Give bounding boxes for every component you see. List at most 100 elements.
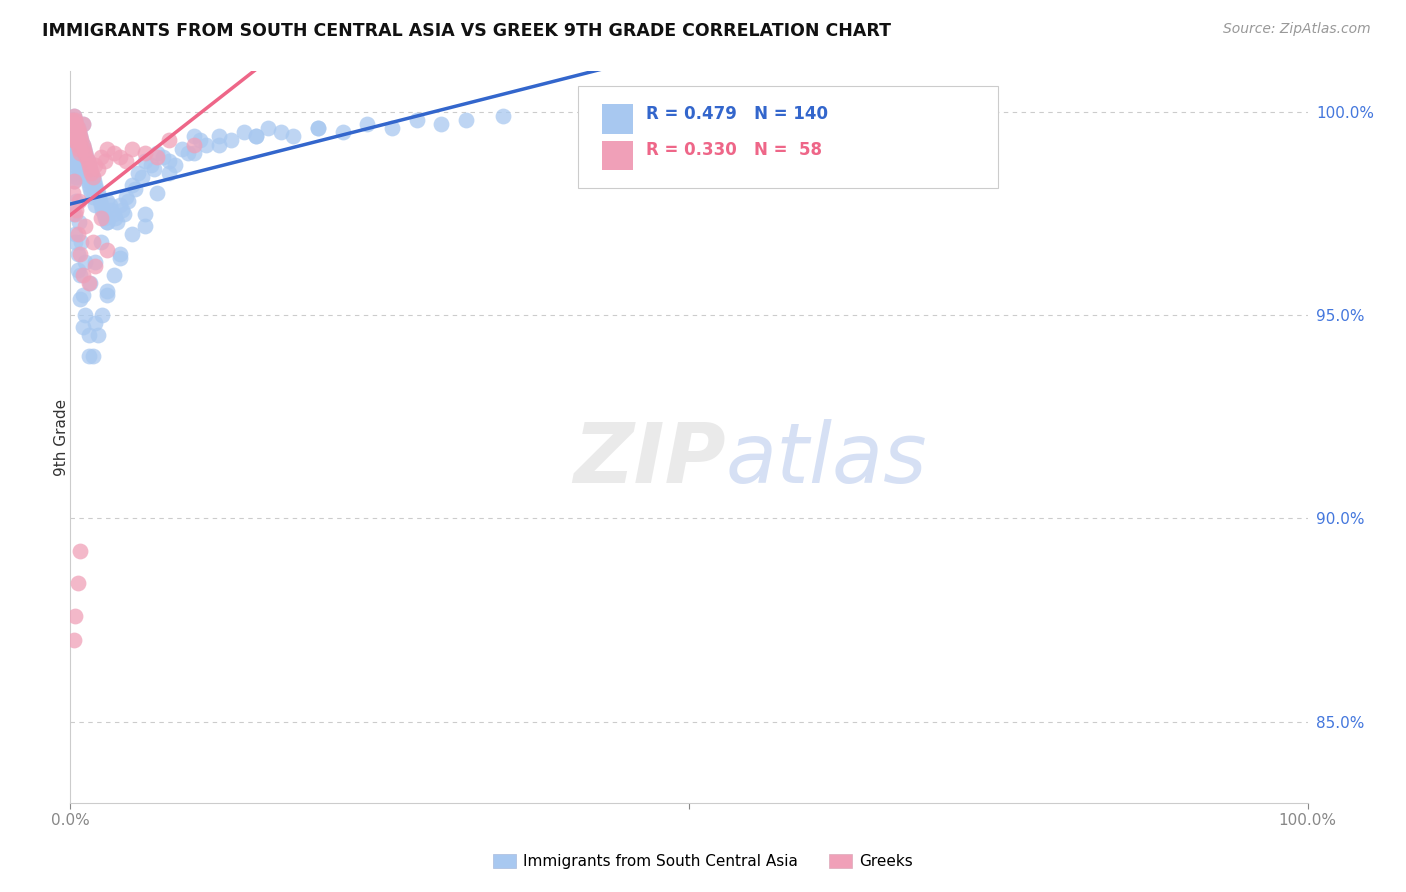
Point [79, 182, 101, 196]
Point [245, 129, 267, 144]
Point [72, 137, 94, 152]
Point [86, 161, 108, 176]
Point [75, 166, 97, 180]
Point [82, 190, 104, 204]
Point [80, 166, 103, 180]
Point [69, 247, 91, 261]
Point [115, 190, 138, 204]
Point [66, 263, 89, 277]
Text: R = 0.479   N = 140: R = 0.479 N = 140 [645, 104, 828, 123]
Point [134, 153, 156, 168]
Point [257, 121, 280, 136]
Point [183, 129, 205, 144]
Point [62, 133, 84, 147]
Point [69, 129, 91, 144]
Point [356, 117, 378, 131]
Point [65, 194, 87, 209]
Point [67, 215, 90, 229]
Point [208, 129, 231, 144]
Point [67, 125, 90, 139]
Point [63, 166, 86, 180]
Point [157, 153, 180, 168]
Point [67, 145, 90, 160]
Text: IMMIGRANTS FROM SOUTH CENTRAL ASIA VS GREEK 9TH GRADE CORRELATION CHART: IMMIGRANTS FROM SOUTH CENTRAL ASIA VS GR… [42, 22, 891, 40]
Point [73, 142, 96, 156]
Point [79, 161, 101, 176]
Point [82, 235, 104, 249]
Point [307, 121, 329, 136]
Point [65, 235, 87, 249]
Point [93, 206, 115, 220]
Point [104, 211, 127, 225]
Point [77, 158, 100, 172]
Point [72, 268, 94, 282]
Point [69, 268, 91, 282]
Point [72, 320, 94, 334]
Point [430, 117, 453, 131]
Point [80, 166, 103, 180]
Point [131, 169, 153, 184]
Point [84, 316, 107, 330]
Point [146, 186, 169, 201]
Text: R = 0.330   N =  58: R = 0.330 N = 58 [645, 141, 821, 160]
Point [69, 150, 91, 164]
Point [134, 206, 156, 220]
Point [108, 150, 131, 164]
Point [121, 178, 143, 193]
Point [157, 133, 180, 147]
Point [90, 211, 112, 225]
Point [183, 145, 205, 160]
Point [65, 608, 87, 623]
Point [75, 145, 97, 160]
Point [70, 133, 93, 147]
Point [121, 227, 143, 241]
Point [188, 133, 211, 147]
Point [66, 142, 89, 156]
Point [105, 215, 128, 229]
Point [79, 276, 101, 290]
Point [405, 113, 427, 128]
Point [65, 133, 87, 147]
Text: Source: ZipAtlas.com: Source: ZipAtlas.com [1223, 22, 1371, 37]
Point [62, 206, 84, 220]
Point [65, 169, 87, 184]
Point [69, 145, 91, 160]
Point [91, 202, 114, 217]
Point [69, 166, 91, 180]
Point [65, 227, 87, 241]
FancyBboxPatch shape [602, 104, 633, 134]
Point [86, 328, 108, 343]
Point [62, 186, 84, 201]
Point [139, 158, 162, 172]
Point [73, 161, 96, 176]
Point [157, 166, 180, 180]
Point [63, 145, 86, 160]
FancyBboxPatch shape [602, 141, 633, 170]
Point [60, 133, 83, 147]
Point [96, 215, 118, 229]
Point [82, 169, 104, 184]
Point [165, 158, 187, 172]
Point [65, 113, 87, 128]
Point [90, 150, 112, 164]
Point [232, 125, 254, 139]
Point [177, 145, 200, 160]
Point [146, 150, 169, 164]
Point [96, 288, 118, 302]
Point [90, 198, 112, 212]
Point [63, 125, 86, 139]
Point [152, 150, 174, 164]
Point [72, 288, 94, 302]
Point [75, 169, 97, 184]
Point [62, 121, 84, 136]
Point [66, 227, 89, 241]
Point [67, 142, 90, 156]
Point [60, 113, 83, 128]
Point [111, 202, 134, 217]
Point [63, 174, 86, 188]
Point [66, 576, 89, 591]
Point [77, 158, 100, 172]
Point [80, 186, 103, 201]
Point [67, 194, 90, 209]
Point [76, 153, 98, 168]
